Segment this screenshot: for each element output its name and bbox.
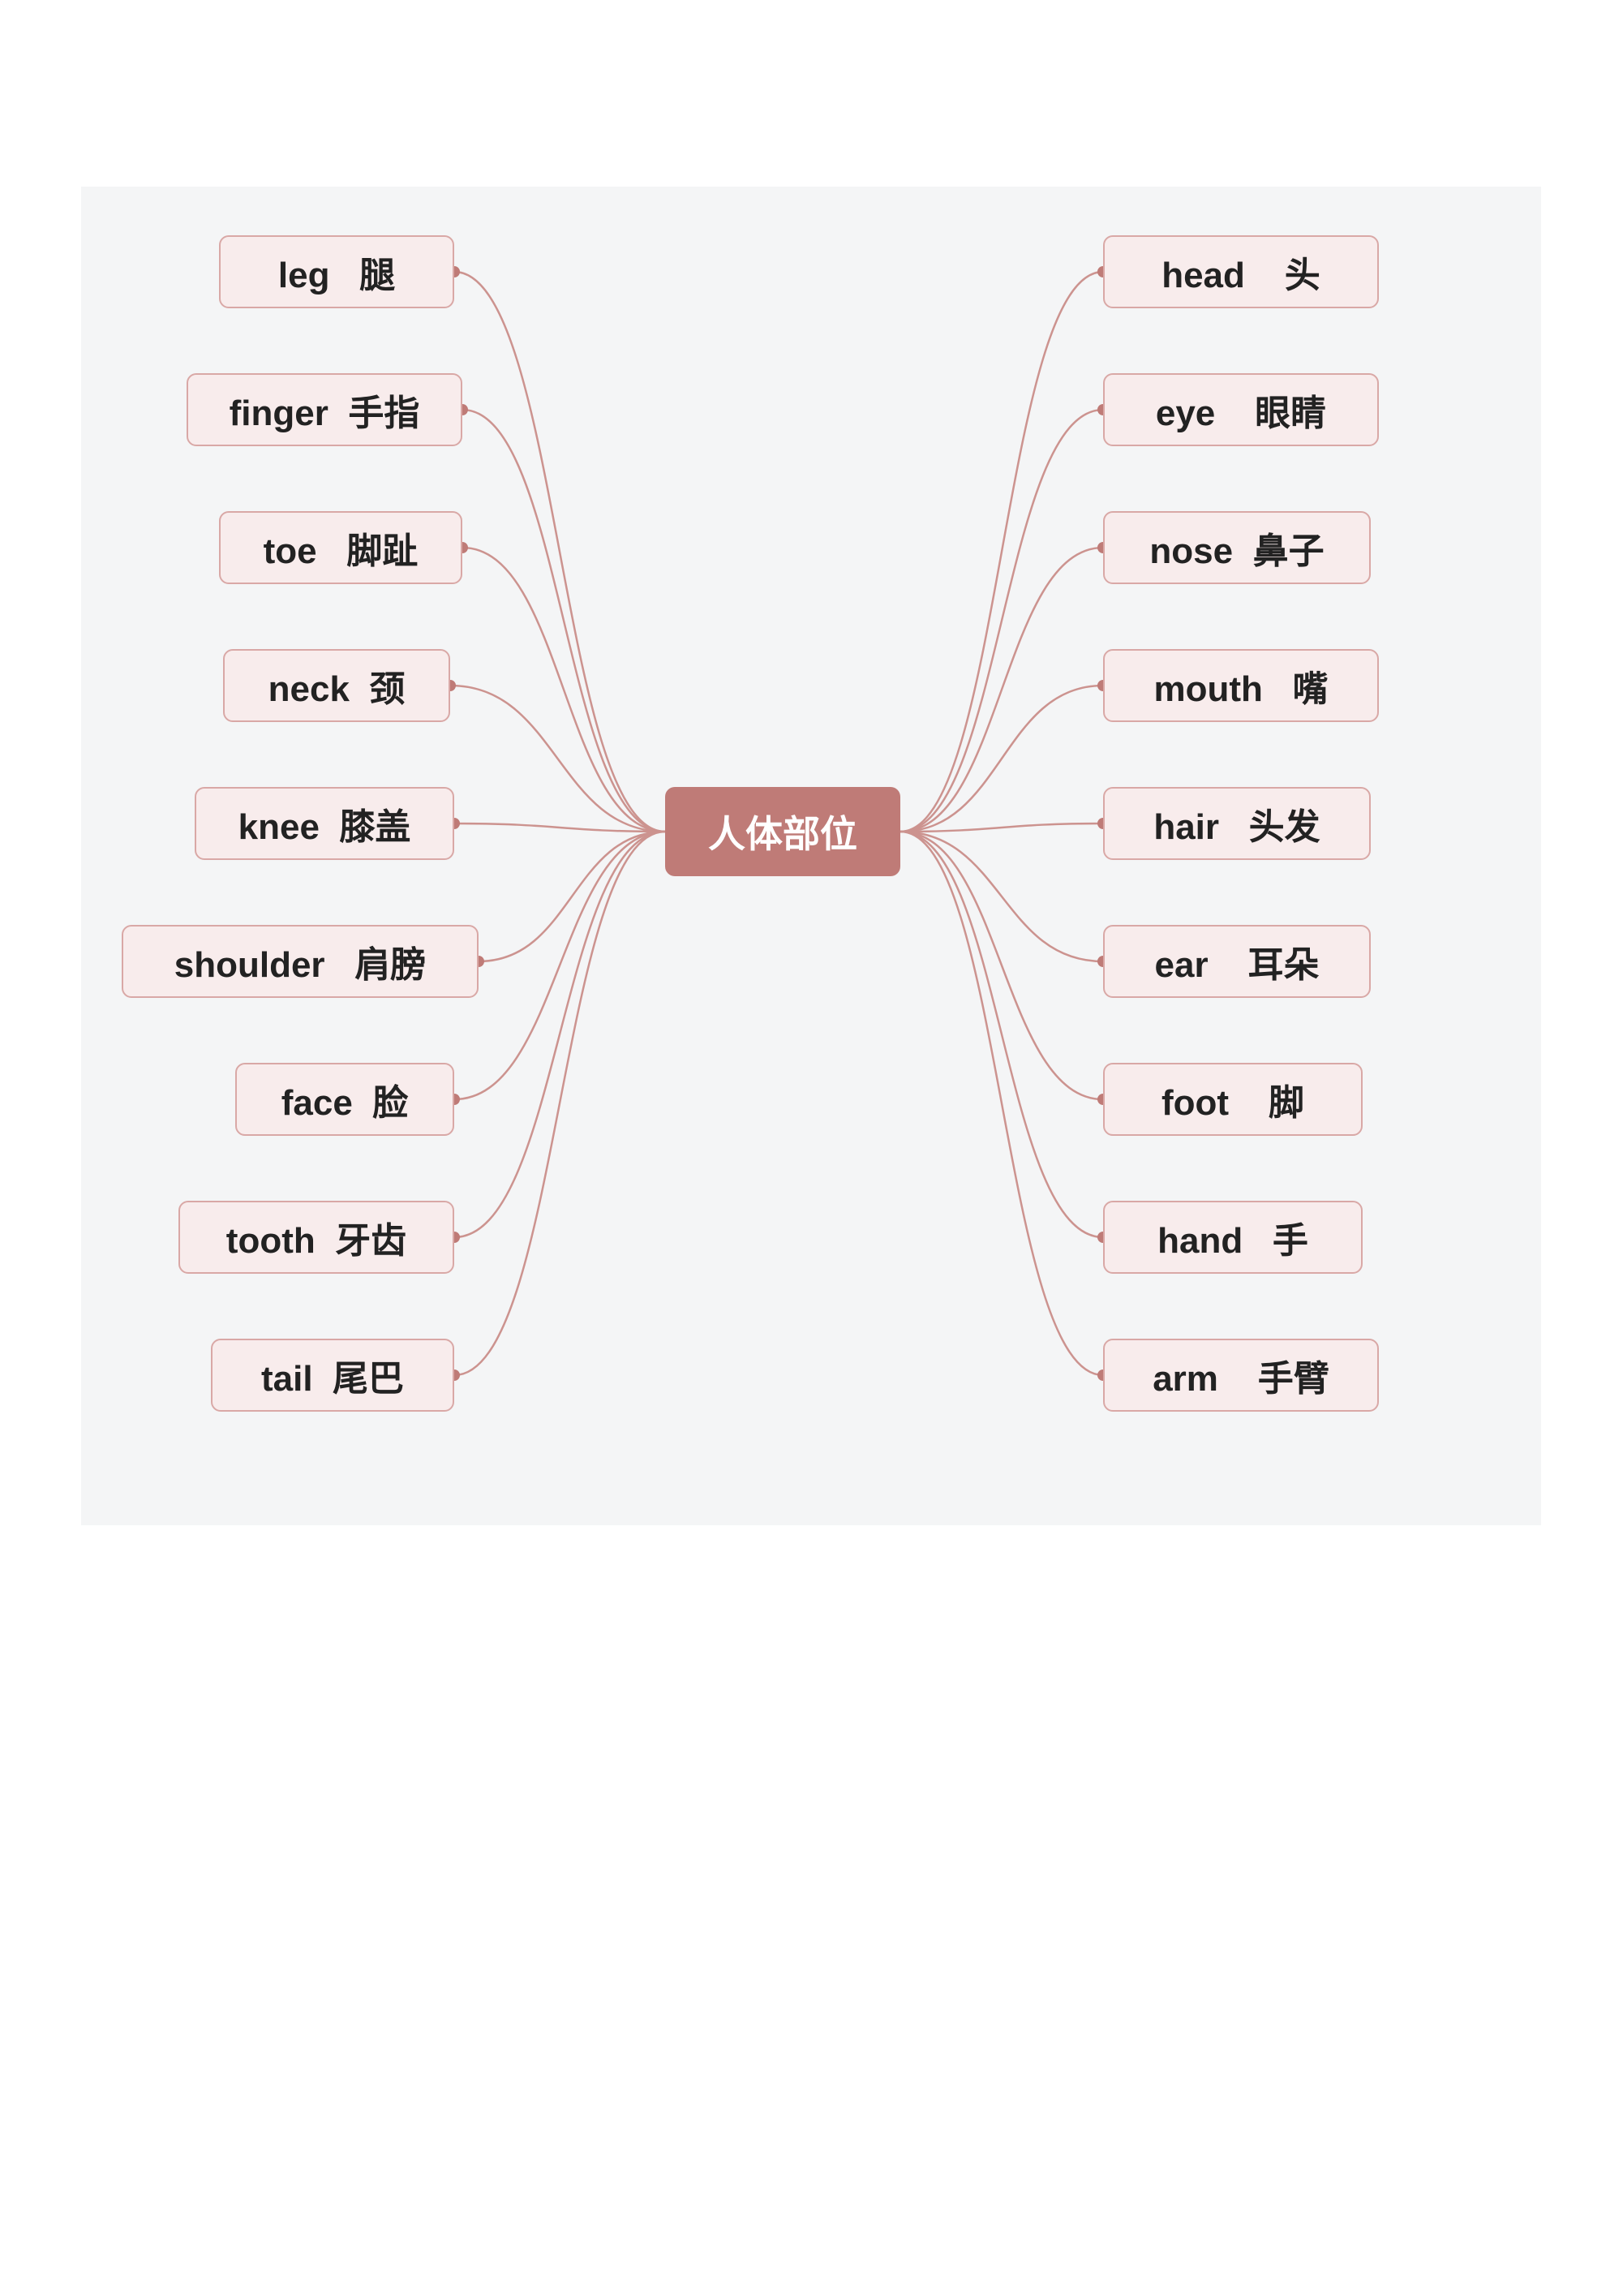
left-node: toe 脚趾 xyxy=(219,511,462,584)
left-node: leg 腿 xyxy=(219,235,454,308)
right-node: foot 脚 xyxy=(1103,1063,1363,1136)
right-node: mouth 嘴 xyxy=(1103,649,1379,722)
left-node: face 脸 xyxy=(235,1063,454,1136)
left-node: tooth 牙齿 xyxy=(178,1201,454,1274)
right-node: arm 手臂 xyxy=(1103,1339,1379,1412)
right-node: hand 手 xyxy=(1103,1201,1363,1274)
page: 人体部位 leg 腿 finger 手指 toe 脚趾 neck 颈 knee 膝盖 sho… xyxy=(0,0,1623,2296)
right-node: ear 耳朵 xyxy=(1103,925,1371,998)
mindmap-canvas: 人体部位 leg 腿 finger 手指 toe 脚趾 neck 颈 knee 膝盖 sho… xyxy=(81,187,1541,1525)
left-node: neck 颈 xyxy=(223,649,450,722)
right-node: nose 鼻子 xyxy=(1103,511,1371,584)
right-node: hair 头发 xyxy=(1103,787,1371,860)
left-node: knee 膝盖 xyxy=(195,787,454,860)
left-node: finger 手指 xyxy=(187,373,462,446)
center-node: 人体部位 xyxy=(665,787,900,876)
right-node: head 头 xyxy=(1103,235,1379,308)
left-node: tail 尾巴 xyxy=(211,1339,454,1412)
right-node: eye 眼睛 xyxy=(1103,373,1379,446)
left-node: shoulder 肩膀 xyxy=(122,925,479,998)
